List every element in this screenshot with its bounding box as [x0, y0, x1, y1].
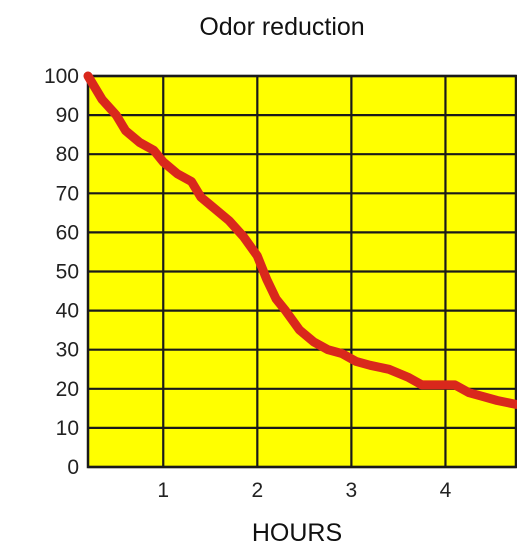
x-axis-ticks: 1 2 3 4	[157, 479, 451, 502]
y-tick-label: 10	[56, 417, 79, 440]
series-layer	[83, 71, 517, 409]
y-tick-label: 60	[56, 221, 79, 244]
y-tick-label: 0	[67, 456, 79, 479]
y-tick-label: 50	[56, 261, 79, 284]
x-axis-label: HOURS	[252, 519, 342, 547]
y-tick-label: 100	[44, 65, 79, 88]
y-tick-label: 70	[56, 182, 79, 205]
chart-title: Odor reduction	[199, 13, 364, 41]
y-tick-label: 20	[56, 378, 79, 401]
series-line	[83, 71, 517, 409]
y-tick-label: 80	[56, 143, 79, 166]
y-tick-label: 40	[56, 300, 79, 323]
x-tick-label: 2	[251, 479, 263, 502]
plot-frame	[86, 74, 517, 469]
x-tick-label: 3	[346, 479, 358, 502]
y-tick-label: 30	[56, 339, 79, 362]
x-tick-label: 1	[157, 479, 169, 502]
y-axis-ticks: 0 10 20 30 40 50 60 70 80 90 100	[44, 65, 79, 479]
x-tick-label: 4	[440, 479, 452, 502]
y-tick-label: 90	[56, 104, 79, 127]
